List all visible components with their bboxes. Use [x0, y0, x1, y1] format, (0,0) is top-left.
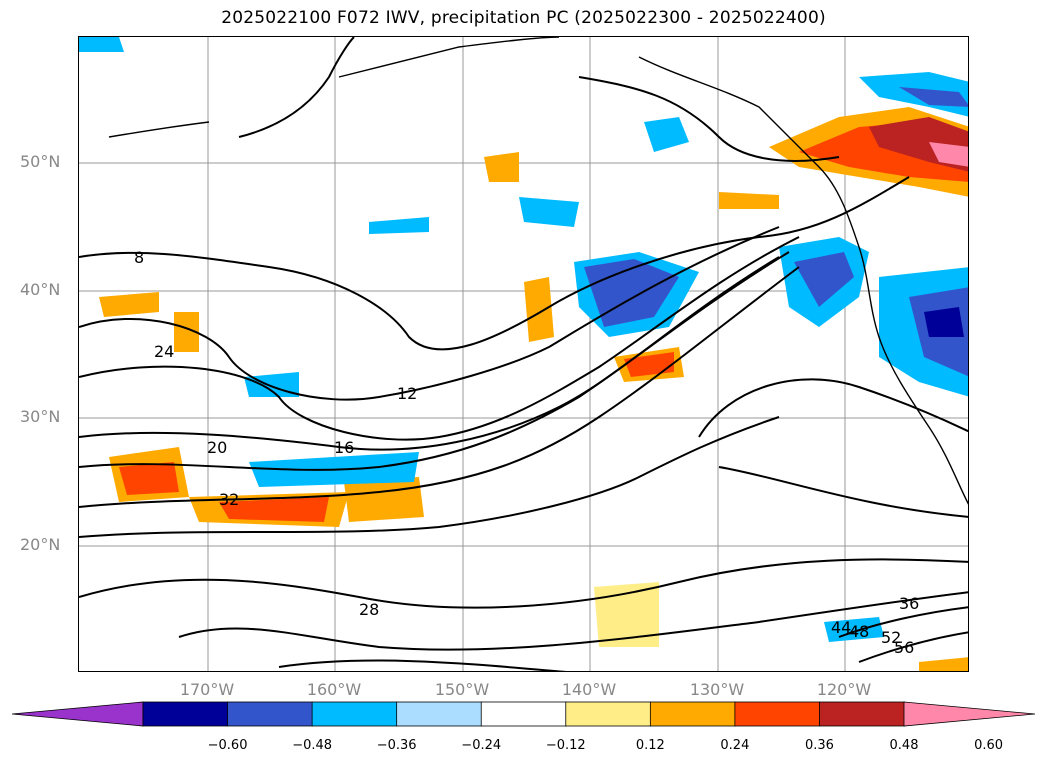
colorbar-tick-label: −0.60 — [207, 738, 248, 753]
grid-lines — [79, 37, 968, 671]
contour-label-24: 24 — [154, 342, 174, 361]
colorbar-tick-label: −0.36 — [376, 738, 417, 753]
contour-label-32: 32 — [219, 490, 239, 509]
colorbar-tick-label: −0.48 — [292, 738, 333, 753]
colorbar-segment — [903, 701, 1036, 727]
iwv-contours — [79, 37, 968, 671]
lat-label-30n: 30°N — [20, 407, 61, 426]
precip-shading — [79, 37, 968, 671]
colorbar-segment — [142, 701, 229, 727]
map-plot-area: 8 12 16 20 24 28 32 36 44 48 52 56 — [78, 36, 969, 672]
contour-label-48: 48 — [849, 622, 869, 641]
colorbar-segment — [819, 701, 905, 727]
contour-label-44: 44 — [831, 618, 851, 637]
colorbar-segment — [565, 701, 652, 727]
contour-labels: 8 12 16 20 24 28 32 36 44 48 52 56 — [134, 248, 919, 657]
contour-label-56: 56 — [894, 638, 914, 657]
coastlines — [108, 37, 968, 505]
lon-label-140w: 140°W — [561, 680, 617, 699]
contour-label-8: 8 — [134, 248, 144, 267]
contour-label-36: 36 — [899, 594, 919, 613]
colorbar-segment — [11, 701, 144, 727]
colorbar-segment — [396, 701, 483, 727]
map-title: 2025022100 F072 IWV, precipitation PC (2… — [221, 8, 826, 28]
colorbar-segment — [227, 701, 314, 727]
contour-label-12: 12 — [397, 384, 417, 403]
colorbar-tick-label: 0.48 — [889, 738, 919, 753]
colorbar-tick-label: 0.24 — [720, 738, 750, 753]
lon-label-170w: 170°W — [179, 680, 235, 699]
colorbar-tick-label: −0.12 — [545, 738, 586, 753]
colorbar-tick-label: −0.24 — [461, 738, 502, 753]
lon-label-160w: 160°W — [306, 680, 362, 699]
colorbar-segment — [734, 701, 821, 727]
map-canvas: 8 12 16 20 24 28 32 36 44 48 52 56 — [79, 37, 968, 671]
colorbar-segment — [311, 701, 398, 727]
contour-label-16: 16 — [334, 438, 354, 457]
contour-label-28: 28 — [359, 600, 379, 619]
colorbar — [11, 701, 1036, 727]
lat-label-20n: 20°N — [20, 535, 61, 554]
lat-label-40n: 40°N — [20, 280, 61, 299]
contour-label-52: 52 — [881, 628, 901, 647]
colorbar-segments — [11, 701, 1036, 727]
lon-label-130w: 130°W — [689, 680, 745, 699]
colorbar-segment — [480, 701, 567, 727]
colorbar-segment — [649, 701, 736, 727]
lon-label-120w: 120°W — [816, 680, 872, 699]
colorbar-tick-label: 0.60 — [974, 738, 1004, 753]
colorbar-tick-label: 0.36 — [804, 738, 834, 753]
colorbar-tick-label: 0.12 — [635, 738, 665, 753]
lat-label-50n: 50°N — [20, 152, 61, 171]
contour-label-20: 20 — [207, 438, 227, 457]
lon-label-150w: 150°W — [434, 680, 490, 699]
